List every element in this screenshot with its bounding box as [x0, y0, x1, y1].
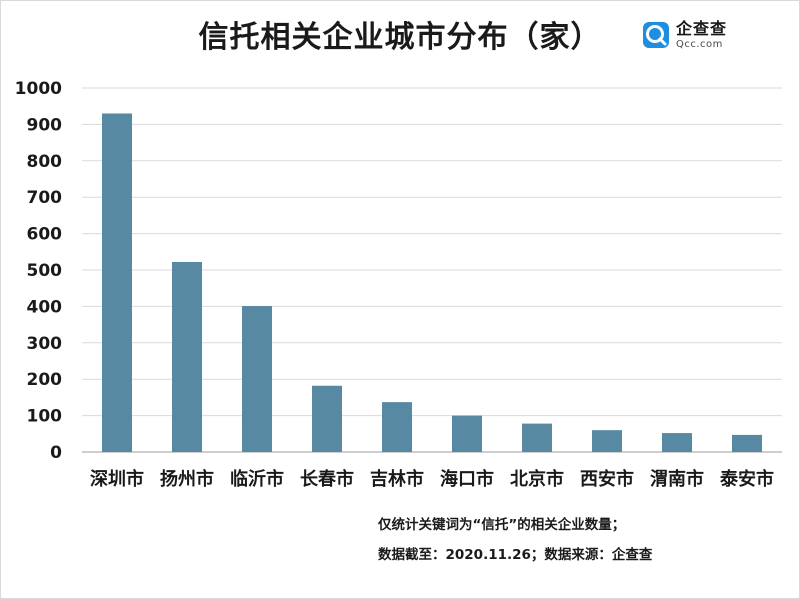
y-tick-label: 900	[27, 115, 63, 135]
x-category-label: 深圳市	[90, 468, 144, 490]
x-category-label: 西安市	[580, 468, 634, 490]
x-category-label: 临沂市	[230, 468, 284, 490]
bar	[592, 430, 622, 452]
bar	[242, 306, 272, 452]
footnote-scope: 仅统计关键词为“信托”的相关企业数量；	[378, 517, 626, 533]
bar	[102, 113, 132, 452]
y-tick-label: 0	[50, 443, 62, 463]
y-tick-label: 400	[27, 297, 63, 317]
y-tick-label: 600	[27, 225, 63, 245]
logo-domain: Qcc.com	[676, 38, 723, 50]
y-tick-label: 500	[27, 261, 63, 281]
y-tick-label: 1000	[15, 79, 62, 99]
x-category-label: 长春市	[300, 468, 354, 490]
x-category-label: 海口市	[440, 468, 494, 490]
logo-name: 企查查	[676, 18, 728, 38]
footnote-source: 数据截至：2020.11.26；数据来源：企查查	[378, 547, 653, 563]
x-category-label: 泰安市	[719, 468, 774, 490]
x-category-label: 扬州市	[160, 468, 214, 490]
bar	[732, 434, 762, 452]
bar	[452, 415, 482, 452]
bar	[312, 385, 342, 452]
y-tick-label: 200	[27, 370, 63, 390]
bar	[522, 423, 552, 452]
x-category-label: 北京市	[510, 468, 564, 490]
qcc-logo-icon	[643, 22, 669, 48]
x-category-label: 吉林市	[370, 468, 424, 490]
y-tick-label: 100	[27, 407, 63, 427]
y-tick-label: 800	[27, 152, 63, 172]
y-tick-label: 300	[27, 334, 63, 354]
chart-title: 信托相关企业城市分布（家）	[198, 20, 602, 55]
qcc-logo: 企查查 Qcc.com	[642, 18, 727, 52]
y-tick-label: 700	[27, 188, 63, 208]
bar	[172, 261, 202, 452]
x-category-label: 渭南市	[650, 468, 704, 490]
bar	[382, 402, 412, 452]
bar	[662, 433, 692, 452]
